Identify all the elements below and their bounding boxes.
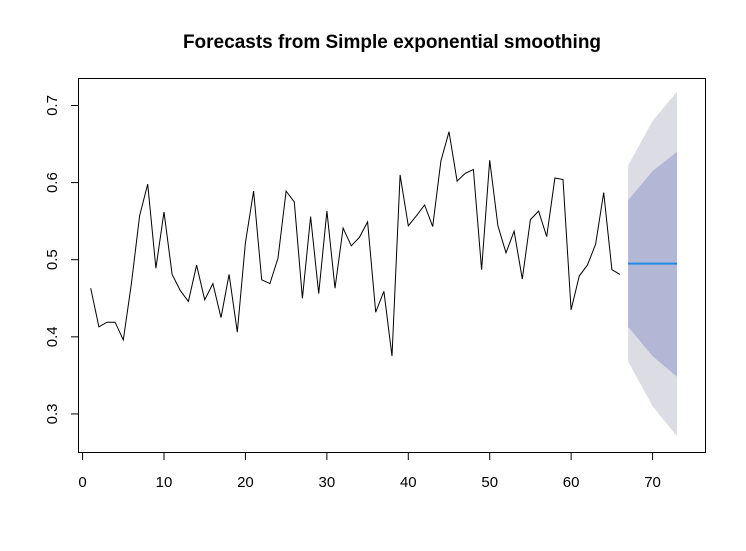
- y-tick-label: 0.7: [44, 95, 61, 116]
- y-tick-label: 0.6: [44, 172, 61, 193]
- x-tick-label: 60: [563, 474, 580, 491]
- x-axis: 0 10 20 30 40 50 60 70: [78, 452, 661, 491]
- x-tick-label: 30: [319, 474, 336, 491]
- x-tick-label: 0: [78, 474, 86, 491]
- x-tick-label: 50: [481, 474, 498, 491]
- chart-title: Forecasts from Simple exponential smooth…: [183, 32, 601, 53]
- y-tick-label: 0.3: [44, 404, 61, 425]
- x-tick-label: 20: [237, 474, 254, 491]
- y-axis: 0.3 0.4 0.5 0.6 0.7: [44, 95, 79, 424]
- x-tick-label: 40: [400, 474, 417, 491]
- x-tick-label: 10: [156, 474, 173, 491]
- series-lines: [90, 131, 677, 357]
- observed-line: [90, 131, 621, 357]
- x-tick-label: 70: [644, 474, 661, 491]
- y-tick-label: 0.5: [44, 249, 61, 270]
- y-tick-label: 0.4: [44, 326, 61, 347]
